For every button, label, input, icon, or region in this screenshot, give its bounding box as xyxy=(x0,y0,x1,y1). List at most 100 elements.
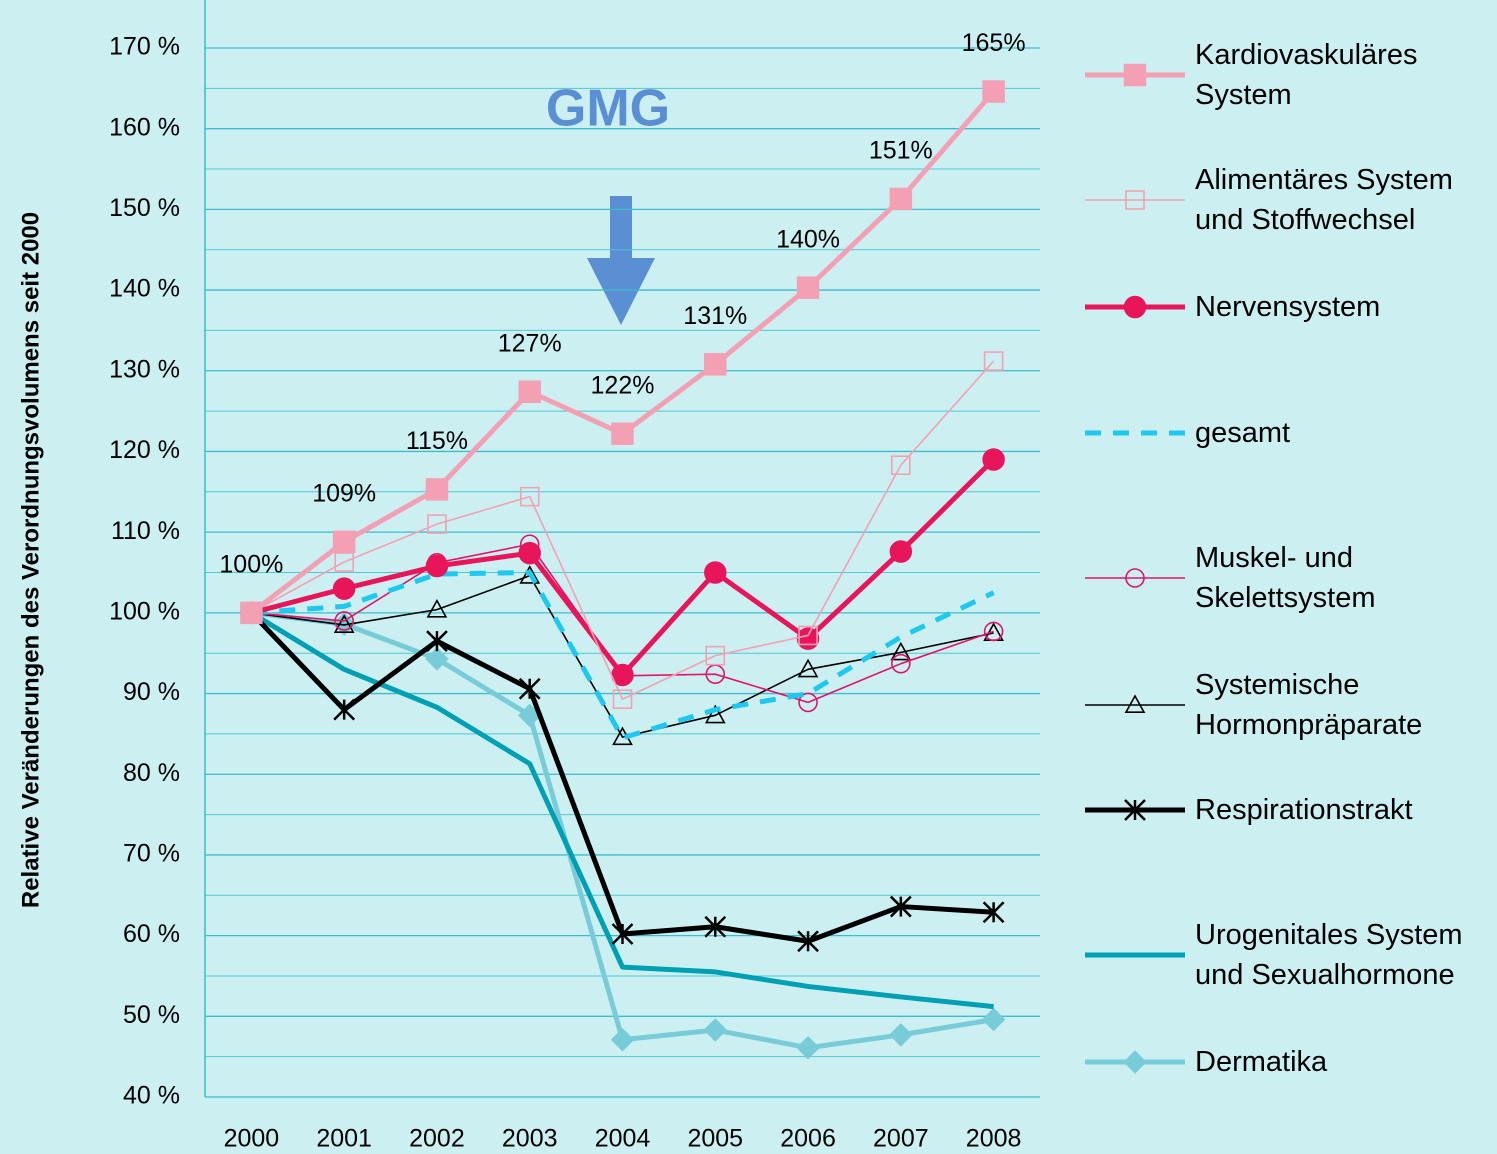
marker xyxy=(982,901,1005,924)
x-tick-label: 2001 xyxy=(316,1125,372,1153)
y-tick-label: 60 % xyxy=(123,920,180,948)
series-line xyxy=(250,610,994,1010)
marker xyxy=(240,601,263,625)
marker xyxy=(796,276,820,299)
marker xyxy=(1123,295,1147,319)
legend-label: Nervensystem xyxy=(1195,291,1381,323)
data-label: 100% xyxy=(219,550,283,578)
legend-label: Kardiovaskuläres System xyxy=(1195,39,1418,111)
legend-label: gesamt xyxy=(1195,417,1291,449)
data-label: 122% xyxy=(591,371,655,399)
legend-label: Dermatika xyxy=(1195,1046,1328,1078)
marker xyxy=(333,614,355,633)
legend-item xyxy=(1085,568,1185,588)
marker xyxy=(518,541,541,565)
legend-label: Respirationstrakt xyxy=(1195,794,1413,826)
legend-label: Systemische Hormonpräparate xyxy=(1195,669,1423,741)
marker xyxy=(611,422,634,445)
x-tick-label: 2005 xyxy=(687,1125,743,1153)
series xyxy=(251,570,995,741)
marker xyxy=(797,658,819,678)
x-tick-label: 2000 xyxy=(224,1125,280,1153)
marker xyxy=(705,645,726,666)
marker xyxy=(704,353,727,376)
marker xyxy=(519,565,541,584)
x-tick-label: 2003 xyxy=(502,1125,558,1153)
data-label: 109% xyxy=(312,479,376,507)
marker xyxy=(703,1018,728,1042)
marker xyxy=(891,653,911,674)
marker xyxy=(797,930,819,953)
marker xyxy=(425,647,449,671)
legend-label: Urogenitales System und Sexualhormone xyxy=(1195,919,1463,991)
marker xyxy=(983,621,1004,642)
marker xyxy=(333,698,356,721)
legend-label: Alimentäres System und Stoffwechsel xyxy=(1195,164,1453,236)
legend-item xyxy=(1085,799,1185,821)
y-tick-label: 90 % xyxy=(123,678,180,706)
marker xyxy=(612,689,633,709)
marker xyxy=(1125,190,1145,210)
y-tick-label: 150 % xyxy=(109,194,180,222)
marker xyxy=(518,380,541,403)
y-tick-label: 50 % xyxy=(123,1001,180,1029)
series-line xyxy=(251,570,995,741)
y-tick-label: 120 % xyxy=(109,436,180,464)
marker xyxy=(981,1007,1006,1032)
series xyxy=(241,565,1004,746)
legend-item xyxy=(1085,295,1185,319)
marker xyxy=(425,478,449,501)
marker xyxy=(890,641,912,661)
marker xyxy=(796,1036,820,1060)
marker xyxy=(519,486,540,507)
y-tick-label: 140 % xyxy=(109,275,180,303)
marker xyxy=(332,530,356,554)
marker xyxy=(798,692,818,713)
marker xyxy=(796,627,820,650)
y-tick-label: 130 % xyxy=(109,355,180,383)
series xyxy=(240,601,1005,953)
marker xyxy=(704,561,727,584)
y-tick-label: 100 % xyxy=(109,597,180,625)
legend-item xyxy=(1085,694,1185,713)
x-tick-label: 2002 xyxy=(409,1125,465,1153)
marker xyxy=(425,554,449,578)
marker xyxy=(704,915,727,938)
marker xyxy=(426,630,448,652)
marker xyxy=(704,704,726,724)
marker xyxy=(983,351,1004,371)
data-label: 140% xyxy=(776,225,840,253)
legend-item xyxy=(1085,1050,1185,1074)
marker xyxy=(889,895,912,918)
legend-label: Muskel- und Skelettsystem xyxy=(1195,542,1376,614)
marker xyxy=(1125,568,1145,588)
arrow xyxy=(587,196,655,325)
y-tick-label: 160 % xyxy=(109,113,180,141)
marker xyxy=(889,1023,913,1047)
legend-item xyxy=(1085,63,1185,87)
marker xyxy=(889,187,913,211)
data-label: 131% xyxy=(683,302,747,330)
data-label: 165% xyxy=(962,29,1026,57)
grid xyxy=(205,47,1040,1098)
y-tick-label: 70 % xyxy=(123,840,180,868)
x-tick-label: 2006 xyxy=(780,1125,836,1153)
series xyxy=(250,610,994,1010)
marker xyxy=(611,663,634,687)
data-label: 127% xyxy=(498,329,562,357)
y-tick-label: 80 % xyxy=(123,759,180,787)
marker xyxy=(426,598,448,618)
marker xyxy=(610,1027,635,1052)
marker xyxy=(518,677,541,700)
x-tick-label: 2007 xyxy=(873,1125,929,1153)
y-tick-label: 110 % xyxy=(111,517,180,545)
data-label: 151% xyxy=(869,137,933,165)
series-line xyxy=(249,611,994,944)
marker xyxy=(982,448,1005,471)
series-line xyxy=(251,360,995,700)
marker xyxy=(427,514,447,534)
marker xyxy=(332,577,356,600)
marker xyxy=(889,540,913,563)
